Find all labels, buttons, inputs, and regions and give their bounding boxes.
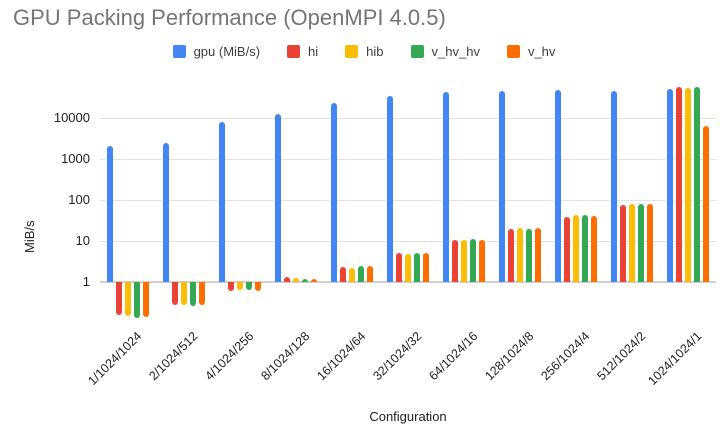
- legend-item-label: v_hv: [527, 44, 556, 59]
- bar-hi[interactable]: [396, 253, 403, 282]
- bar-hib[interactable]: [404, 254, 412, 282]
- x-axis-tick-label: 64/1024/16: [426, 329, 481, 384]
- bar-v-hv-hv[interactable]: [525, 228, 532, 282]
- y-axis-tick-label: 10: [75, 233, 90, 248]
- bar-v-hv[interactable]: [702, 125, 709, 282]
- y-axis-tick-label: 1: [82, 274, 90, 289]
- bar-gpu-mib-s-[interactable]: [499, 90, 506, 282]
- bar-v-hv[interactable]: [590, 216, 597, 282]
- y-axis-tick-label: 100: [68, 192, 90, 207]
- bar-v-hv[interactable]: [198, 282, 205, 306]
- chart-title: GPU Packing Performance (OpenMPI 4.0.5): [13, 5, 446, 30]
- x-axis-tick-label: 4/1024/256: [202, 329, 257, 384]
- legend-item-label: v_hv_hv: [431, 44, 480, 59]
- legend-item-hib[interactable]: hib: [345, 44, 384, 59]
- x-axis-tick-label: 1024/1024/1: [645, 329, 705, 389]
- bar-gpu-mib-s-[interactable]: [275, 114, 282, 282]
- bar-hi[interactable]: [116, 282, 123, 315]
- legend-item-label: hi: [308, 44, 319, 59]
- chart-legend: gpu (MiB/s) hi hib v_hv_hv v_hv: [0, 44, 728, 59]
- x-axis-title: Configuration: [369, 409, 447, 424]
- bar-v-hv[interactable]: [310, 278, 317, 282]
- bar-v-hv[interactable]: [478, 240, 485, 282]
- legend-color-swatch: [345, 45, 359, 58]
- bar-hib[interactable]: [124, 282, 132, 316]
- bar-hi[interactable]: [228, 282, 235, 292]
- bar-v-hv[interactable]: [422, 252, 429, 282]
- bar-hi[interactable]: [564, 217, 571, 282]
- x-axis-tick-label: 32/1024/32: [370, 329, 425, 384]
- bar-hi[interactable]: [172, 282, 179, 305]
- bar-v-hv-hv[interactable]: [637, 204, 644, 282]
- bar-hi[interactable]: [452, 240, 459, 282]
- bar-hi[interactable]: [508, 228, 515, 282]
- gridline: [100, 281, 716, 283]
- x-axis-tick-label: 16/1024/64: [314, 329, 369, 384]
- bar-v-hv-hv[interactable]: [469, 239, 476, 282]
- bar-gpu-mib-s-[interactable]: [555, 90, 562, 282]
- y-axis-tick-label: 1000: [61, 151, 90, 166]
- bar-hib[interactable]: [684, 88, 692, 282]
- bar-v-hv[interactable]: [254, 282, 261, 292]
- bar-gpu-mib-s-[interactable]: [331, 103, 338, 282]
- legend-color-swatch: [506, 45, 520, 58]
- bar-v-hv-hv[interactable]: [693, 86, 700, 282]
- legend-item-hi[interactable]: hi: [287, 44, 318, 59]
- bar-hib[interactable]: [460, 240, 468, 282]
- x-axis-tick-label: 256/1024/4: [538, 329, 593, 384]
- legend-color-swatch: [172, 45, 186, 58]
- y-axis-tick-label: 10000: [53, 110, 90, 125]
- y-axis-title: MiB/s: [22, 220, 37, 254]
- bar-hi[interactable]: [620, 205, 627, 282]
- gridline: [100, 199, 716, 201]
- bar-gpu-mib-s-[interactable]: [219, 121, 226, 282]
- bar-v-hv-hv[interactable]: [581, 215, 588, 282]
- legend-color-swatch: [287, 45, 301, 58]
- legend-item-label: hib: [366, 44, 384, 59]
- x-axis-tick-label: 2/1024/512: [146, 329, 201, 384]
- bar-hib[interactable]: [516, 228, 524, 282]
- bar-hib[interactable]: [348, 267, 356, 282]
- bar-hib[interactable]: [628, 203, 636, 282]
- x-axis-tick-label: 128/1024/8: [482, 329, 537, 384]
- bar-v-hv[interactable]: [142, 282, 149, 317]
- bar-gpu-mib-s-[interactable]: [107, 145, 114, 282]
- bar-gpu-mib-s-[interactable]: [667, 88, 674, 282]
- bar-hib[interactable]: [180, 282, 188, 306]
- bar-hib[interactable]: [572, 214, 580, 282]
- gridline: [100, 240, 716, 242]
- bar-v-hv-hv[interactable]: [413, 253, 420, 282]
- x-axis-tick-label: 1/1024/1024: [85, 329, 145, 389]
- gridline: [100, 158, 716, 160]
- bar-gpu-mib-s-[interactable]: [611, 90, 618, 282]
- legend-item-v-hv-hv[interactable]: v_hv_hv: [410, 44, 480, 59]
- bar-v-hv[interactable]: [534, 227, 541, 282]
- bar-hi[interactable]: [676, 87, 683, 282]
- bar-v-hv[interactable]: [366, 266, 373, 282]
- bar-v-hv-hv[interactable]: [301, 278, 308, 282]
- x-axis-tick-label: 512/1024/2: [594, 329, 649, 384]
- legend-color-swatch: [410, 45, 424, 58]
- bar-hib[interactable]: [236, 282, 244, 290]
- bar-hi[interactable]: [284, 277, 291, 282]
- bar-hi[interactable]: [340, 267, 347, 282]
- bar-hib[interactable]: [292, 278, 300, 282]
- bar-v-hv-hv[interactable]: [133, 282, 140, 319]
- bar-v-hv-hv[interactable]: [189, 282, 196, 306]
- bar-gpu-mib-s-[interactable]: [163, 143, 170, 282]
- legend-item-gpu-mib-s-[interactable]: gpu (MiB/s): [172, 44, 261, 59]
- bar-v-hv[interactable]: [646, 203, 653, 282]
- legend-item-label: gpu (MiB/s): [193, 44, 261, 59]
- bar-gpu-mib-s-[interactable]: [443, 92, 450, 282]
- gridline: [100, 117, 716, 119]
- legend-item-v-hv[interactable]: v_hv: [506, 44, 556, 59]
- x-axis-tick-label: 8/1024/128: [258, 329, 313, 384]
- bar-v-hv-hv[interactable]: [245, 282, 252, 290]
- bar-gpu-mib-s-[interactable]: [387, 95, 394, 282]
- bar-v-hv-hv[interactable]: [357, 266, 364, 282]
